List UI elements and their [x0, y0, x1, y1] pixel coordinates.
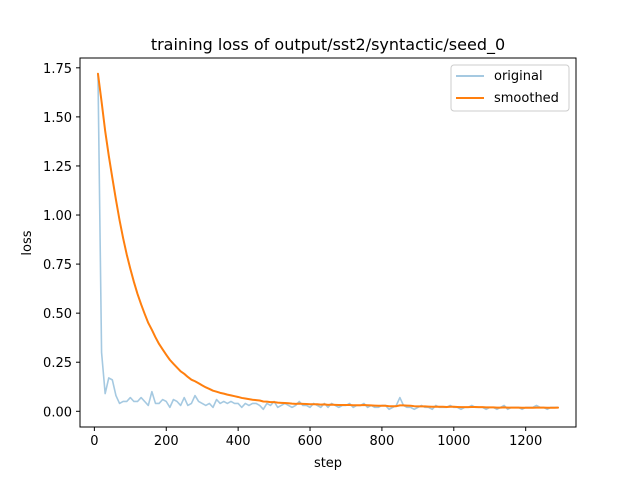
x-tick-label: 200	[154, 434, 179, 449]
series-line-smoothed	[96, 72, 560, 409]
axes-frame	[79, 57, 577, 428]
y-tick-label: 0.25	[43, 356, 72, 371]
legend: original smoothed	[450, 64, 570, 112]
y-tick-label: 0.00	[43, 405, 72, 420]
x-tick-label: 400	[226, 434, 251, 449]
y-tick-label: 1.00	[43, 209, 72, 224]
x-tick-label: 1000	[437, 434, 470, 449]
y-tick-label: 1.25	[43, 160, 72, 175]
y-tick-label: 1.75	[43, 62, 72, 77]
x-tick-label: 600	[298, 434, 323, 449]
y-tick-label: 1.50	[43, 111, 72, 126]
x-tick-label: 0	[90, 434, 98, 449]
chart-title: training loss of output/sst2/syntactic/s…	[151, 35, 505, 55]
y-tick-label: 0.75	[43, 258, 72, 273]
legend-box	[450, 64, 570, 112]
legend-label-smoothed: smoothed	[494, 91, 559, 106]
legend-label-original: original	[494, 69, 543, 84]
plot-lines	[96, 72, 560, 411]
x-axis-ticks: 0 200 400 600 800 1000 1200	[90, 427, 542, 449]
x-tick-label: 800	[369, 434, 394, 449]
y-axis-ticks: 0.00 0.25 0.50 0.75 1.00 1.25 1.50 1.75	[43, 62, 80, 420]
x-axis-label: step	[314, 456, 342, 471]
y-axis-label: loss	[20, 230, 35, 255]
y-tick-label: 0.50	[43, 307, 72, 322]
x-tick-label: 1200	[509, 434, 542, 449]
